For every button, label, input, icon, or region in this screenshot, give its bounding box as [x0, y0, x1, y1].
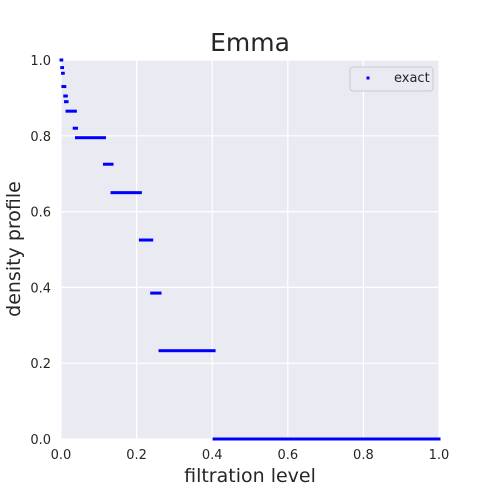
legend-label-exact: exact [394, 71, 430, 86]
data-point-run [110, 191, 142, 195]
y-axis-label: density profile [3, 181, 25, 317]
data-point-run [61, 85, 67, 89]
data-point-run [65, 109, 77, 113]
legend-marker-exact [366, 76, 370, 80]
data-point-run [212, 437, 441, 441]
data-point-run [74, 136, 106, 140]
y-tick-label: 0.2 [30, 357, 51, 372]
data-point-run [102, 162, 114, 166]
data-point-run [60, 66, 65, 70]
y-tick-label: 1.0 [30, 54, 51, 69]
y-ticks: 0.0 0.2 0.4 0.6 0.8 1.0 [30, 54, 51, 448]
y-tick-label: 0.8 [30, 130, 51, 145]
chart-title: Emma [210, 28, 290, 57]
data-point-run [138, 238, 154, 242]
x-tick-label: 0.8 [353, 448, 374, 463]
data-point-run [61, 71, 65, 75]
x-tick-label: 0.4 [202, 448, 223, 463]
data-marks [59, 58, 441, 441]
plot-background [61, 60, 439, 439]
x-tick-label: 0.0 [51, 448, 72, 463]
data-point-run [64, 100, 69, 104]
legend: exact [349, 66, 434, 92]
data-point-run [150, 291, 162, 295]
data-point-run [72, 126, 78, 130]
y-tick-label: 0.4 [30, 281, 51, 296]
data-point-run [158, 349, 216, 353]
x-tick-label: 0.2 [126, 448, 147, 463]
data-point-run [59, 58, 64, 62]
x-axis-label: filtration level [184, 465, 316, 487]
data-point-run [63, 94, 68, 98]
x-tick-label: 1.0 [429, 448, 450, 463]
y-tick-label: 0.6 [30, 206, 51, 221]
x-tick-label: 0.6 [277, 448, 298, 463]
y-tick-label: 0.0 [30, 433, 51, 448]
grid [60, 59, 440, 440]
x-ticks: 0.0 0.2 0.4 0.6 0.8 1.0 [51, 448, 450, 463]
legend-box [349, 66, 434, 92]
